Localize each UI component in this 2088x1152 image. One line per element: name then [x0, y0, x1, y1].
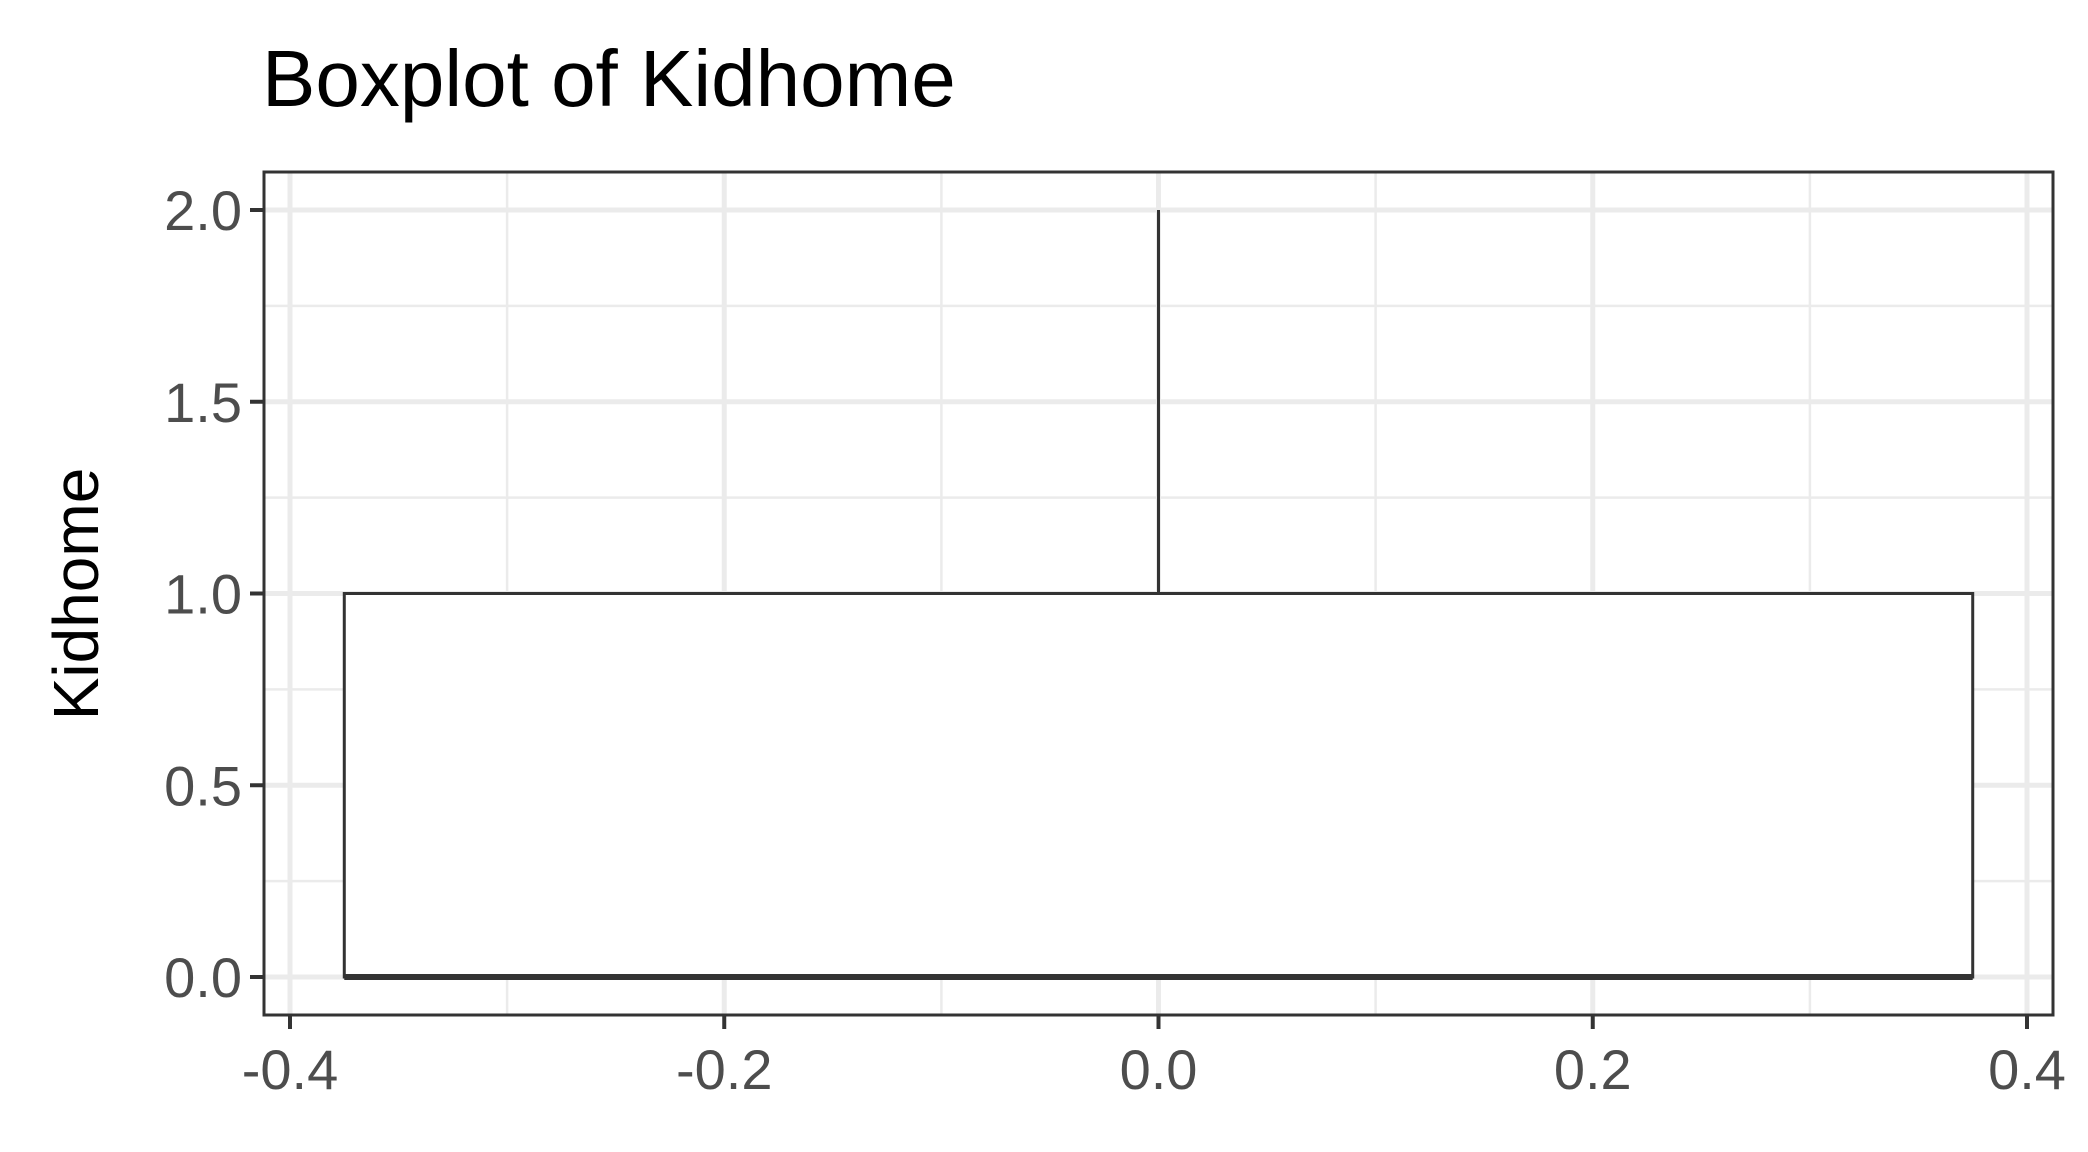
y-tick-label: 1.0	[164, 563, 242, 626]
y-tick-label: 2.0	[164, 179, 242, 242]
y-tick-label: 0.0	[164, 946, 242, 1009]
box-layer	[342, 210, 1975, 980]
x-tick-label: 0.2	[1554, 1038, 1632, 1101]
x-tick-label: -0.4	[242, 1038, 339, 1101]
x-tick-label: 0.0	[1120, 1038, 1198, 1101]
y-axis-label: Kidhome	[40, 468, 112, 721]
y-tick-label: 0.5	[164, 754, 242, 817]
x-tick-label: -0.2	[676, 1038, 773, 1101]
iqr-box	[342, 592, 1975, 979]
x-tick-label: 0.4	[1988, 1038, 2066, 1101]
chart-title: Boxplot of Kidhome	[262, 34, 956, 123]
y-tick-label: 1.5	[164, 371, 242, 434]
axes: 0.0 0.5 1.0 1.5 2.0 -0.4 -0.2 0.0 0.2 0.4	[164, 179, 2066, 1101]
